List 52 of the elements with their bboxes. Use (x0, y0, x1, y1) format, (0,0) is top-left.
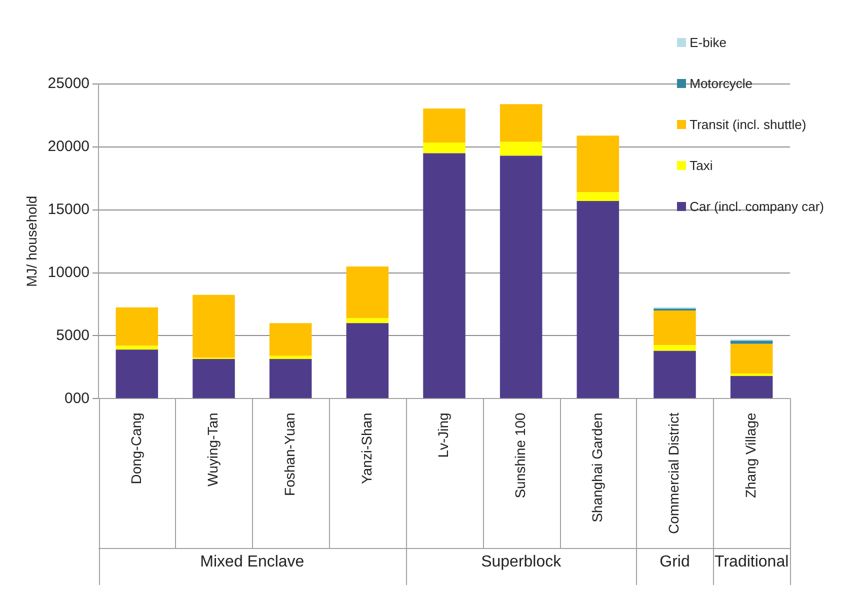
x-tick-label: Yanzi-Shan (358, 412, 374, 484)
text: Grid (660, 553, 690, 570)
bar (730, 344, 773, 374)
text: Superblock (481, 553, 562, 570)
legend-label: Transit (incl. shuttle) (690, 117, 806, 132)
bar (346, 323, 389, 398)
x-tick-label: Wuying-Tan (204, 412, 221, 486)
y-tick-label: 10000 (48, 264, 90, 281)
bar (192, 294, 235, 358)
bar (116, 350, 158, 398)
x-tick-label: Foshan-Yuan (281, 412, 298, 496)
bar (576, 136, 620, 192)
y-tick-label: 000 (64, 390, 90, 407)
bar (346, 318, 389, 324)
legend-label: Taxi (690, 158, 713, 173)
bar (269, 323, 312, 356)
bar (576, 201, 620, 398)
bar (116, 346, 158, 350)
legend-label: E-bike (690, 35, 726, 50)
x-tick-label: Shanghai Garden (588, 412, 605, 522)
bar (423, 142, 466, 154)
bar (423, 153, 466, 398)
bar (654, 345, 696, 351)
bar (346, 266, 389, 318)
bar (500, 142, 542, 156)
bar (500, 104, 542, 142)
y-tick-label: 25000 (48, 75, 90, 92)
legend-label: Motorcycle (690, 76, 752, 91)
y-tick-label: 5000 (56, 326, 90, 344)
text: Traditional (714, 553, 789, 570)
bar (730, 376, 773, 398)
y-tick-label: 15000 (48, 201, 90, 218)
x-tick-label: Sunshine 100 (512, 412, 528, 498)
x-tick-label: Lv-Jing (435, 412, 452, 458)
bar (500, 156, 542, 398)
legend-label: Car (incl. company car) (690, 199, 824, 214)
bar (654, 350, 696, 398)
bar (730, 340, 773, 344)
x-tick-label: Commercial District (666, 412, 682, 534)
bar (654, 310, 696, 346)
bar (192, 359, 235, 398)
x-tick-label: Dong-Cang (128, 412, 144, 484)
bar (116, 307, 158, 346)
bar (269, 359, 312, 398)
bar (269, 356, 312, 360)
bar (423, 108, 466, 143)
x-tick-label: Zhang Village (742, 412, 758, 498)
text: Mixed Enclave (200, 553, 304, 570)
bar (730, 373, 773, 376)
y-axis-title: MJ/ household (23, 196, 40, 287)
y-tick-label: 20000 (48, 138, 90, 156)
bar (576, 192, 620, 202)
